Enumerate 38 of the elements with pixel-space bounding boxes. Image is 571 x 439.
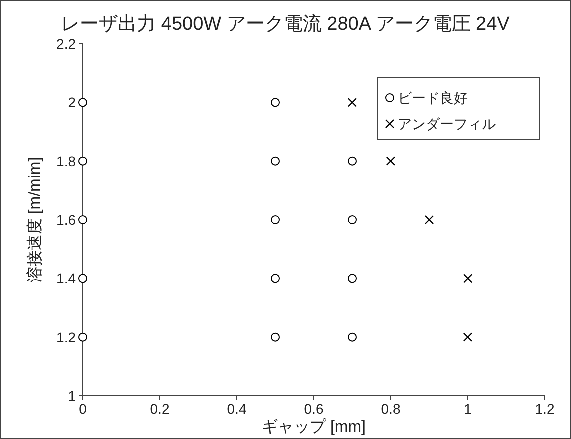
point — [78, 98, 88, 108]
point — [271, 156, 280, 166]
point — [463, 274, 473, 284]
y-tick-label: 1.4 — [56, 270, 76, 287]
x-tick-label: 0.4 — [227, 401, 247, 417]
point — [348, 332, 357, 342]
point — [348, 98, 358, 108]
point — [78, 156, 88, 166]
x-tick-label: 1 — [464, 401, 472, 417]
x-tick-label: 0.2 — [150, 401, 170, 417]
y-tick-label: 1 — [68, 388, 76, 404]
legend-label: アンダーフィル — [398, 116, 496, 132]
y-tick-label: 2 — [68, 94, 76, 111]
y-tick-label: 1.6 — [56, 212, 76, 228]
point — [271, 274, 280, 284]
y-tick-label: 1.2 — [56, 329, 76, 346]
point — [271, 98, 280, 108]
y-tick-label: 2.2 — [56, 36, 76, 52]
chart-title: レーザ出力 4500W アーク電流 280A アーク電圧 24V — [61, 13, 510, 35]
x-tick-label: 0.8 — [381, 401, 401, 417]
point — [386, 156, 396, 166]
x-tick-label: 1.2 — [535, 401, 555, 417]
point — [78, 274, 88, 284]
point — [271, 216, 280, 224]
point — [348, 274, 357, 284]
y-axis-title: 溶接速度 [m/mim] — [26, 157, 44, 283]
legend-label: ビード良好 — [398, 90, 468, 106]
point — [424, 215, 434, 225]
y-tick-label: 1.8 — [56, 153, 76, 170]
point — [348, 156, 357, 166]
point — [463, 332, 473, 342]
x-tick-label: 0.6 — [304, 401, 324, 417]
point — [271, 332, 280, 342]
x-tick-label: 0 — [79, 401, 88, 417]
point — [78, 332, 88, 342]
x-axis-title: ギャップ [mm] — [262, 418, 366, 436]
point — [348, 216, 357, 224]
point — [78, 216, 88, 224]
